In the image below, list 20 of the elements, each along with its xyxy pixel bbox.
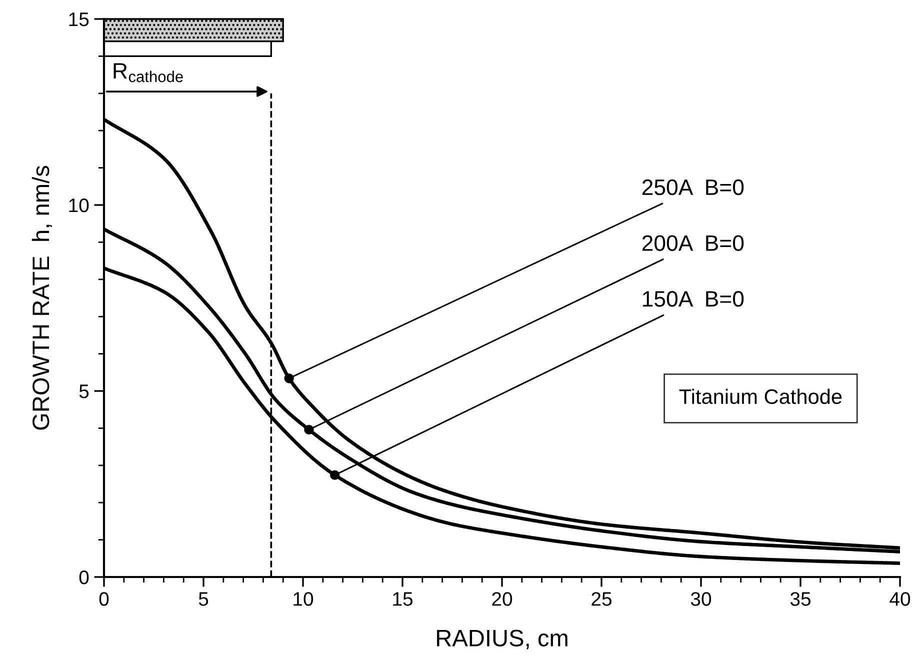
x-tick-label: 35 <box>790 592 810 606</box>
y-tick-label: 10 <box>69 198 89 212</box>
annotation: R$_{cathode}$ <box>114 63 183 82</box>
annotation: 150A B=0 <box>642 291 744 307</box>
x-tick-label: 30 <box>690 592 712 606</box>
x-tick-label: 0 <box>99 592 109 606</box>
y-tick-label: 15 <box>69 12 89 26</box>
annotation: 250A B=0 <box>642 179 744 196</box>
x-tick-label: 15 <box>393 592 412 606</box>
annotation: Titanium Cathode <box>679 388 842 404</box>
x-tick-label: 20 <box>492 592 512 606</box>
x-tick-label: 10 <box>294 592 314 606</box>
y-tick-label: 0 <box>79 570 89 584</box>
y-axis-title: GROWTH RATE h, nm/s <box>32 166 52 430</box>
x-axis-title: RADIUS, cm <box>437 630 568 650</box>
annotation: 200A B=0 <box>642 235 744 251</box>
x-tick-label: 40 <box>890 592 910 606</box>
y-tick-label: 5 <box>79 384 89 398</box>
x-tick-label: 5 <box>198 592 208 606</box>
x-tick-label: 25 <box>592 592 612 606</box>
